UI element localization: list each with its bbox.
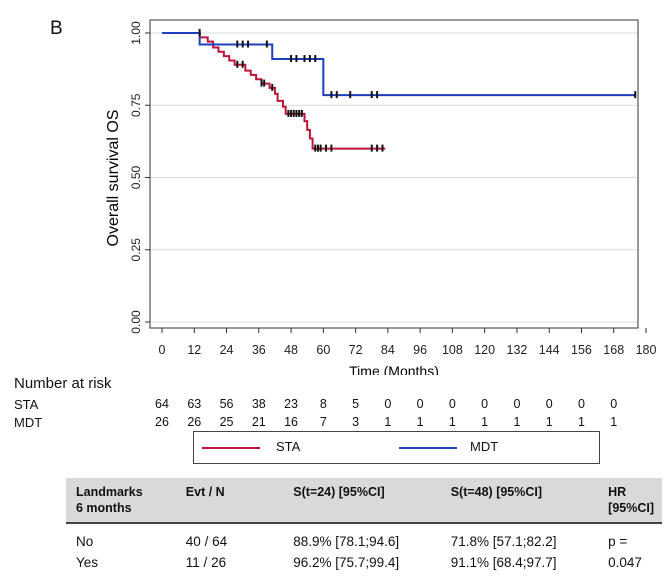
risk-count: 1 xyxy=(545,415,553,429)
y-tick-label: 0.00 xyxy=(129,310,143,334)
survival-curves xyxy=(162,29,637,152)
y-axis-label: Overall survival OS xyxy=(105,110,122,247)
legend: STA MDT xyxy=(193,431,600,464)
risk-count: 7 xyxy=(319,415,327,429)
header-s24: S(t=24) [95%CI] xyxy=(293,485,385,499)
x-tick-label: 180 xyxy=(636,343,657,357)
x-tick-label: 168 xyxy=(603,343,624,357)
risk-count: 21 xyxy=(251,415,266,429)
risk-count: 0 xyxy=(448,397,456,411)
x-tick-label: 108 xyxy=(442,343,463,357)
risk-count: 38 xyxy=(251,397,266,411)
row-group: Yes xyxy=(76,555,99,570)
legend-label-sta: STA xyxy=(276,439,301,454)
y-tick-label: 0.75 xyxy=(129,93,143,117)
risk-count: 56 xyxy=(219,397,234,411)
survival-chart: 0.00 0.25 0.50 0.75 1.00 0 12 24 36 48 60 72 84 96 108… xyxy=(105,19,656,375)
table-row: No 40 / 64 88.9% [78.1;94.6] 71.8% [57.1… xyxy=(66,522,662,551)
y-tick-label: 0.50 xyxy=(129,165,143,189)
risk-count: 23 xyxy=(284,397,299,411)
x-tick-label: 72 xyxy=(349,343,363,357)
y-tick-label: 1.00 xyxy=(129,21,143,45)
row-evt: 40 / 64 xyxy=(175,522,284,551)
landmark-header-row: Landmarks 6 months Evt / N S(t=24) [95%CI… xyxy=(66,478,662,523)
risk-count: 1 xyxy=(384,415,392,429)
risk-count: 25 xyxy=(219,415,234,429)
legend-swatch-sta xyxy=(202,447,260,449)
x-tick-label: 120 xyxy=(474,343,495,357)
header-landmarks: Landmarks 6 months xyxy=(76,485,143,515)
survival-line-sta xyxy=(162,32,386,150)
row-s48: 71.8% [57.1;82.2] xyxy=(440,522,599,551)
risk-row-label: STA xyxy=(14,397,39,412)
x-tick-label: 144 xyxy=(539,343,560,357)
risk-count: 63 xyxy=(187,397,202,411)
row-group: No xyxy=(66,522,176,551)
risk-table-title: Number at risk xyxy=(14,375,112,392)
row-s48: 91.1% [68.4;97.7] xyxy=(450,555,557,570)
plot-frame xyxy=(149,19,639,329)
legend-swatch-mdt xyxy=(399,447,457,449)
risk-count: 26 xyxy=(155,415,169,429)
row-s24: 88.9% [78.1;94.6] xyxy=(283,522,441,551)
risk-count: 0 xyxy=(384,397,392,411)
x-tick-label: 0 xyxy=(159,343,166,357)
y-tick-label: 0.25 xyxy=(129,238,143,262)
landmark-table: Landmarks 6 months Evt / N S(t=24) [95%CI… xyxy=(66,478,662,572)
axes: 0.00 0.25 0.50 0.75 1.00 0 12 24 36 48 60 72 84 96 108… xyxy=(129,21,656,357)
risk-count: 1 xyxy=(513,415,521,429)
risk-count: 5 xyxy=(352,397,360,411)
grid-lines xyxy=(150,32,638,323)
x-tick-label: 24 xyxy=(220,343,234,357)
x-tick-label: 48 xyxy=(284,343,298,357)
row-hr: 0.047 xyxy=(608,555,642,570)
risk-count: 0 xyxy=(513,397,521,411)
risk-count: 64 xyxy=(155,397,169,411)
risk-row-label: MDT xyxy=(14,415,43,430)
risk-count: 0 xyxy=(481,397,489,411)
risk-count: 26 xyxy=(187,415,202,429)
risk-count: 1 xyxy=(416,415,424,429)
risk-count: 1 xyxy=(577,415,585,429)
risk-count: 0 xyxy=(416,397,424,411)
x-tick-label: 132 xyxy=(507,343,528,357)
risk-count: 1 xyxy=(481,415,489,429)
risk-count: 0 xyxy=(545,397,553,411)
legend-label-mdt: MDT xyxy=(470,439,499,454)
row-s24: 96.2% [75.7;99.4] xyxy=(293,555,400,570)
risk-count: 8 xyxy=(319,397,327,411)
panel-label: B xyxy=(50,18,63,39)
x-tick-label: 96 xyxy=(413,343,427,357)
row-evt: 11 / 26 xyxy=(185,555,227,570)
x-tick-label: 156 xyxy=(571,343,592,357)
header-s48: S(t=48) [95%CI] xyxy=(450,485,543,499)
table-row: Yes 11 / 26 96.2% [75.7;99.4] 91.1% [68.… xyxy=(66,551,662,572)
header-evt: Evt / N xyxy=(185,485,225,499)
row-hr: p = xyxy=(598,522,662,551)
x-axis-label: Time (Months) xyxy=(349,363,439,375)
risk-count: 3 xyxy=(352,415,360,429)
x-tick-label: 60 xyxy=(316,343,330,357)
risk-count: 0 xyxy=(577,397,585,411)
survival-line-mdt xyxy=(162,32,636,97)
header-hr: HR [95%CI] xyxy=(608,485,654,515)
x-tick-label: 12 xyxy=(187,343,201,357)
risk-count: 16 xyxy=(284,415,299,429)
risk-count: 0 xyxy=(610,397,618,411)
x-tick-label: 36 xyxy=(252,343,266,357)
risk-count: 1 xyxy=(610,415,618,429)
x-tick-label: 84 xyxy=(381,343,395,357)
risk-count: 1 xyxy=(448,415,456,429)
